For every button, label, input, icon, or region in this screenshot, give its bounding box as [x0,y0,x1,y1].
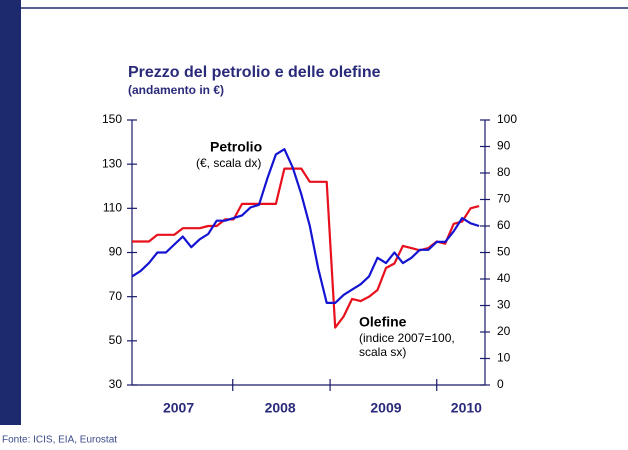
x-tick-label: 2009 [370,400,401,416]
chart-subtitle: (andamento in €) [128,83,224,97]
y2-tick-label: 60 [497,218,511,232]
annotation-title: Olefine [359,314,407,330]
series-line [132,167,480,329]
annotation-text: scala sx) [359,345,406,359]
y2-tick-label: 20 [497,324,511,338]
y2-tick-label: 30 [497,298,511,312]
source: Fonte: ICIS, EIA, Eurostat [2,435,117,446]
x-tick-label: 2010 [451,400,482,416]
x-tick-label: 2007 [163,400,194,416]
y2-tick-label: 40 [497,271,511,285]
y2-tick-label: 0 [497,377,504,391]
y2-tick-label: 100 [497,112,517,126]
y2-tick-label: 70 [497,192,511,206]
series-line [131,148,480,304]
y-tick-label: 30 [109,377,123,391]
y-tick-label: 150 [102,112,122,126]
y2-tick-label: 10 [497,351,511,365]
annotation-title: Petrolio [210,139,262,155]
annotation-text: (indice 2007=100, [359,331,455,345]
y2-tick-label: 90 [497,139,511,153]
annotation-text: (€, scala dx) [196,156,261,170]
y-tick-label: 90 [109,245,123,259]
y-tick-label: 50 [109,333,123,347]
y2-tick-label: 50 [497,245,511,259]
y-tick-label: 110 [103,201,122,215]
y-tick-label: 130 [102,156,122,170]
y2-tick-label: 80 [497,165,511,179]
y-tick-label: 70 [109,289,123,303]
chart-title: Prezzo del petrolio e delle olefine [128,64,381,81]
x-tick-label: 2008 [265,400,296,416]
side-bar [0,0,21,425]
